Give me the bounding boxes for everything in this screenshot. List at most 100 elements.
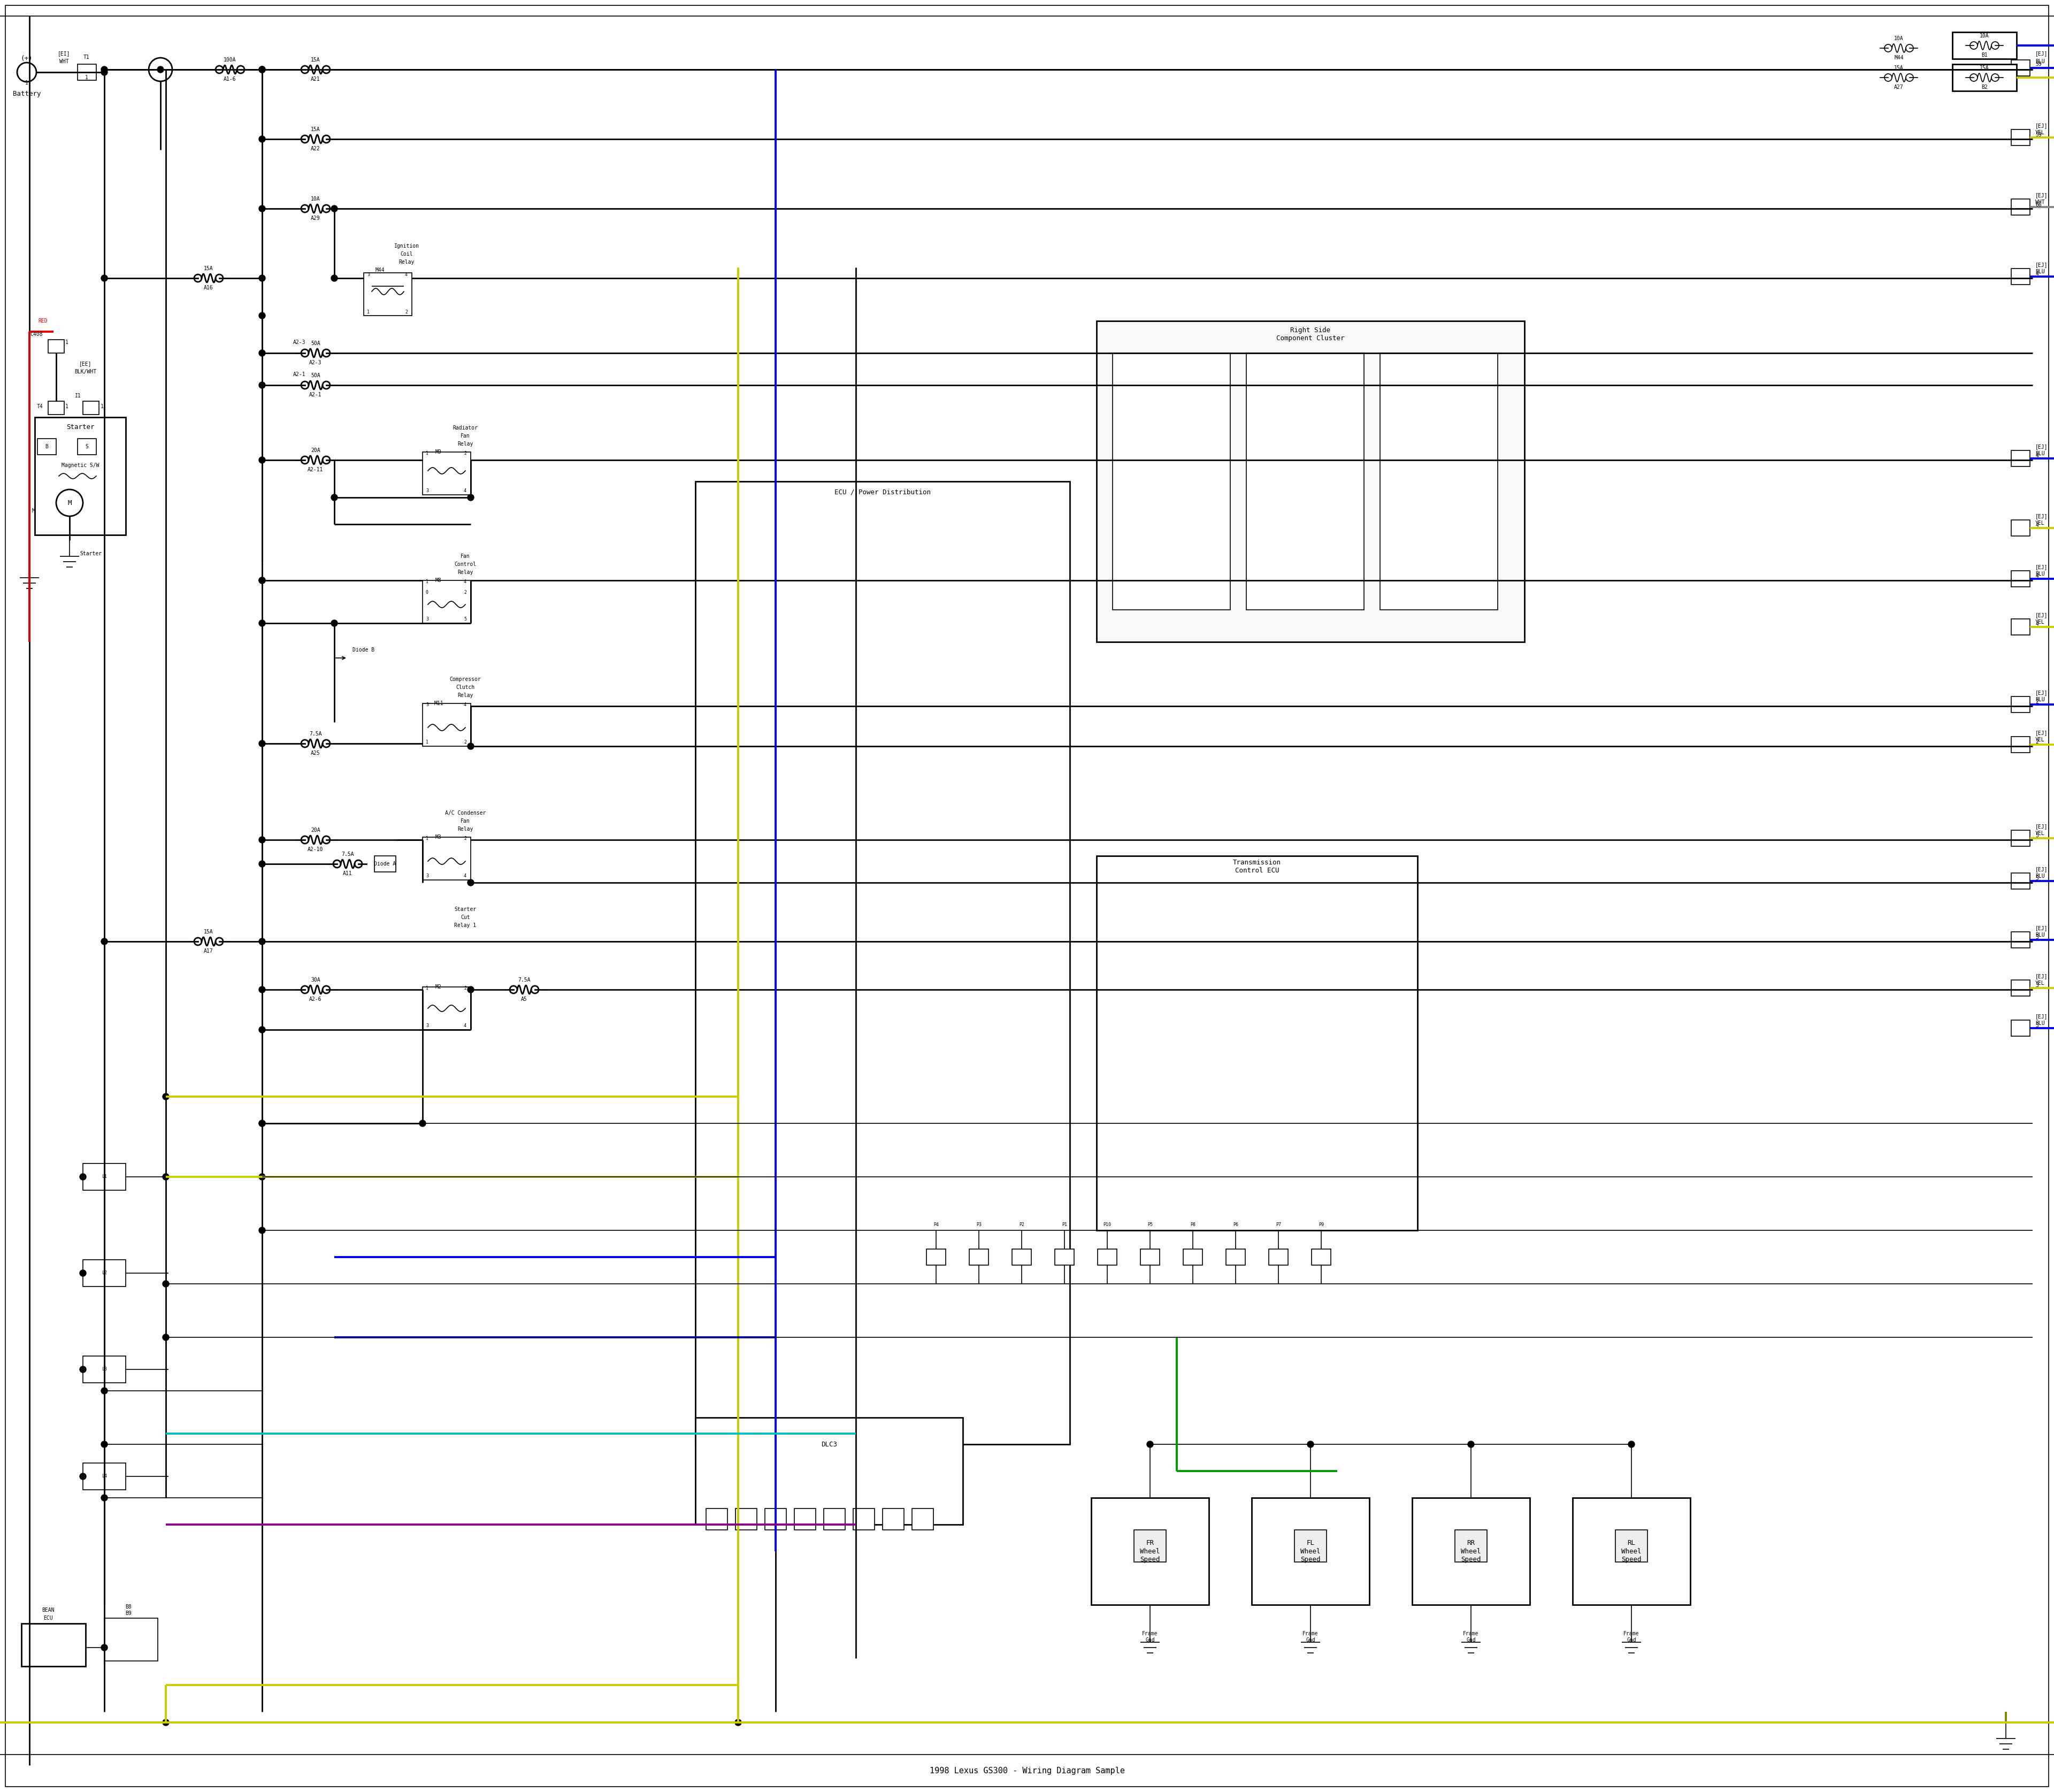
Circle shape xyxy=(259,312,265,319)
Text: M9: M9 xyxy=(435,450,442,455)
Text: B: B xyxy=(45,444,47,450)
Bar xyxy=(1614,1530,1647,1563)
Text: 7.5A: 7.5A xyxy=(518,977,530,982)
Bar xyxy=(707,1509,727,1530)
Text: 66: 66 xyxy=(2036,202,2042,208)
Text: 4: 4 xyxy=(405,272,407,276)
Text: YEL: YEL xyxy=(2036,520,2044,525)
Text: 15A: 15A xyxy=(310,57,320,63)
Text: Diode B: Diode B xyxy=(353,647,374,652)
Text: B8
B9: B8 B9 xyxy=(125,1604,131,1616)
Bar xyxy=(795,1509,815,1530)
Circle shape xyxy=(259,66,265,73)
Circle shape xyxy=(331,620,337,627)
Text: Starter: Starter xyxy=(80,550,103,556)
Text: L4: L4 xyxy=(101,1475,107,1478)
Bar xyxy=(1097,857,1417,1231)
Text: A22: A22 xyxy=(310,145,320,151)
Text: WHT: WHT xyxy=(2036,199,2044,204)
Bar xyxy=(2011,618,2029,634)
Bar xyxy=(82,1163,125,1190)
Bar xyxy=(2011,980,2029,996)
Text: [EI]: [EI] xyxy=(58,50,70,56)
Text: Frame
Gnd: Frame Gnd xyxy=(1302,1631,1319,1643)
Text: P8: P8 xyxy=(1189,1222,1195,1228)
Text: L3: L3 xyxy=(101,1367,107,1373)
Bar xyxy=(1113,353,1230,609)
Text: A16: A16 xyxy=(203,285,214,290)
Bar xyxy=(1226,1249,1245,1265)
Text: BLK/WHT: BLK/WHT xyxy=(74,369,97,375)
Text: A/C Condenser: A/C Condenser xyxy=(446,810,487,815)
Text: Radiator: Radiator xyxy=(452,425,479,430)
Text: 2: 2 xyxy=(464,986,466,991)
Text: 2: 2 xyxy=(464,740,466,745)
Circle shape xyxy=(162,1174,168,1181)
Bar xyxy=(1097,321,1524,642)
Bar xyxy=(423,987,470,1030)
Circle shape xyxy=(162,1093,168,1100)
Text: Frame
Gnd: Frame Gnd xyxy=(1623,1631,1639,1643)
Text: Relay: Relay xyxy=(398,260,415,265)
Circle shape xyxy=(468,880,474,885)
Text: Frame
Gnd: Frame Gnd xyxy=(1142,1631,1158,1643)
Text: BLU: BLU xyxy=(2036,572,2044,577)
Bar xyxy=(78,439,97,455)
Text: YEL: YEL xyxy=(2036,980,2044,986)
Text: A2-3: A2-3 xyxy=(294,340,306,346)
Text: M2: M2 xyxy=(435,984,442,989)
Text: B2: B2 xyxy=(1982,84,1988,90)
Text: 2: 2 xyxy=(2036,740,2038,745)
Circle shape xyxy=(259,382,265,389)
Bar xyxy=(1091,1498,1210,1606)
Text: [EJ]: [EJ] xyxy=(2036,925,2048,930)
Text: 4: 4 xyxy=(464,579,466,584)
Text: A11: A11 xyxy=(343,871,353,876)
Text: 4: 4 xyxy=(2036,573,2038,579)
Bar xyxy=(2011,450,2029,466)
Text: M: M xyxy=(68,500,72,507)
Bar xyxy=(47,401,64,414)
Text: P4: P4 xyxy=(933,1222,939,1228)
Text: Cut: Cut xyxy=(460,914,470,919)
Text: [EJ]: [EJ] xyxy=(2036,124,2048,129)
Bar xyxy=(696,1417,963,1525)
Text: P7: P7 xyxy=(1276,1222,1282,1228)
Bar xyxy=(1269,1249,1288,1265)
Text: P3: P3 xyxy=(976,1222,982,1228)
Circle shape xyxy=(101,1441,107,1448)
Bar xyxy=(2011,269,2029,285)
Bar xyxy=(78,65,97,81)
Bar xyxy=(1134,1530,1167,1563)
Circle shape xyxy=(259,986,265,993)
Text: 20A: 20A xyxy=(310,448,320,453)
Text: A29: A29 xyxy=(310,215,320,220)
Text: M3: M3 xyxy=(435,835,442,840)
Text: 5: 5 xyxy=(2036,876,2038,882)
Circle shape xyxy=(259,740,265,747)
Text: 3: 3 xyxy=(425,874,429,878)
Bar xyxy=(35,418,125,536)
Text: A17: A17 xyxy=(203,948,214,953)
Bar xyxy=(1097,1249,1117,1265)
Text: P5: P5 xyxy=(1148,1222,1152,1228)
Bar xyxy=(2011,873,2029,889)
Bar xyxy=(2011,59,2029,75)
Text: Fan: Fan xyxy=(460,554,470,559)
Circle shape xyxy=(468,744,474,749)
Text: 4: 4 xyxy=(2036,523,2038,529)
Text: 3: 3 xyxy=(425,489,429,493)
Circle shape xyxy=(162,1281,168,1287)
Bar xyxy=(912,1509,933,1530)
Circle shape xyxy=(80,1174,86,1181)
Text: 1: 1 xyxy=(425,837,429,840)
Text: 1: 1 xyxy=(368,310,370,314)
Text: BLU: BLU xyxy=(2036,59,2044,65)
Text: 2: 2 xyxy=(2036,699,2038,704)
Text: Magnetic S/W: Magnetic S/W xyxy=(62,462,99,468)
Circle shape xyxy=(259,1228,265,1233)
Bar xyxy=(696,482,1070,1444)
Text: RR
Wheel
Speed: RR Wheel Speed xyxy=(1460,1539,1481,1563)
Text: Frame
Gnd: Frame Gnd xyxy=(1462,1631,1479,1643)
Text: Relay: Relay xyxy=(458,694,472,699)
